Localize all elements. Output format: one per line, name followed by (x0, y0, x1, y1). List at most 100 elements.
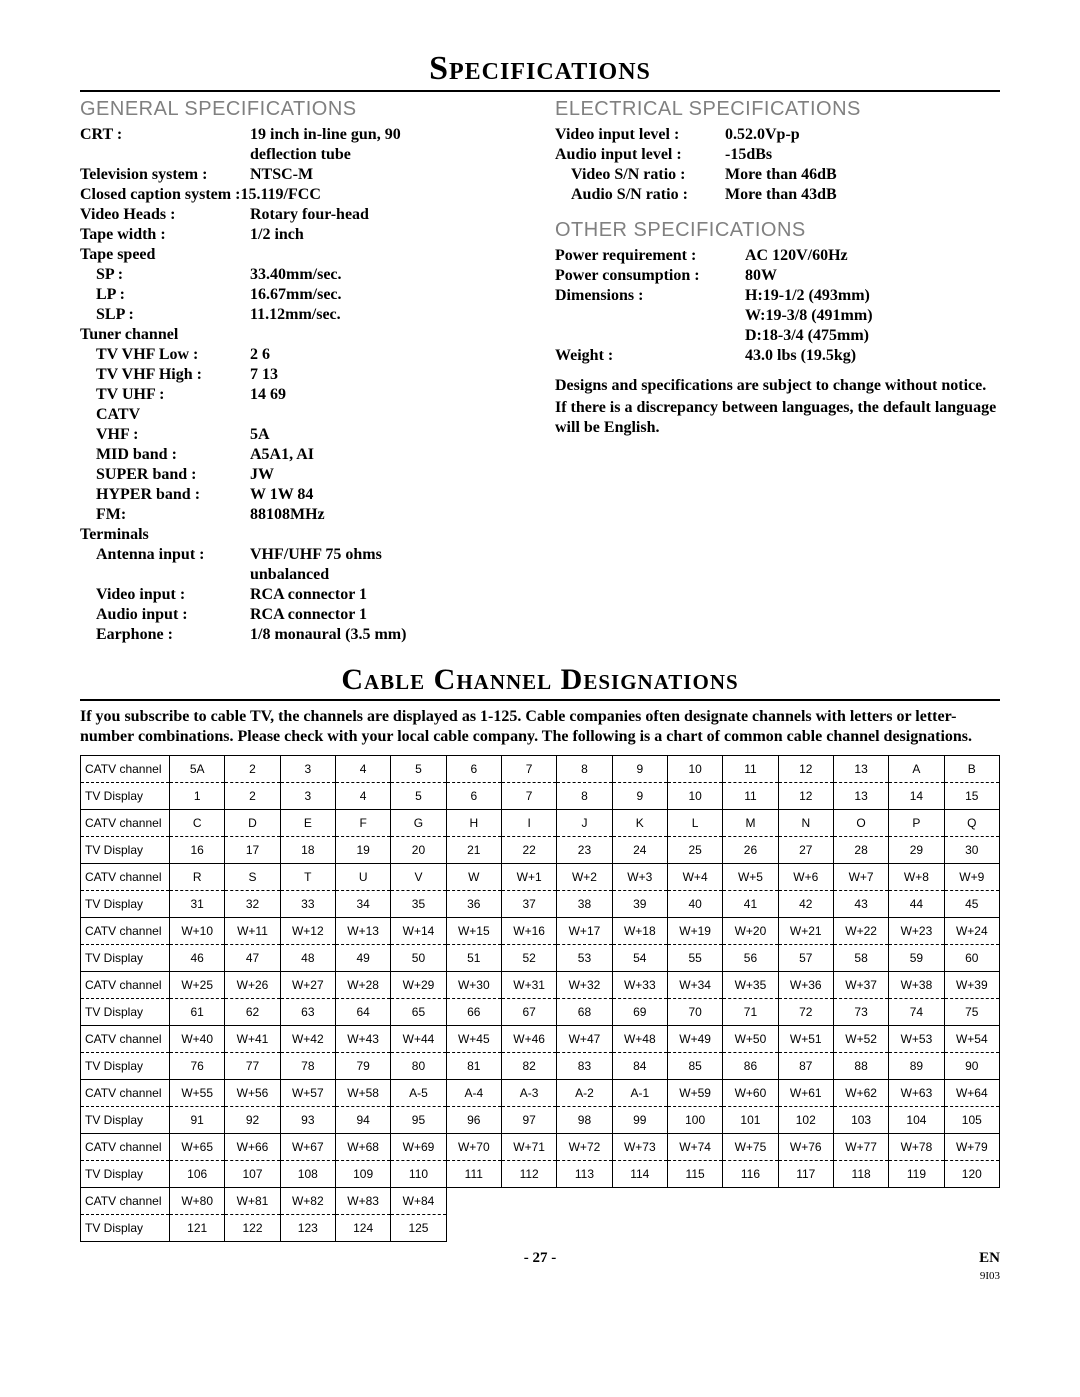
table-cell: W+20 (723, 918, 778, 945)
lang-code: EN (979, 1250, 1000, 1266)
table-cell: 36 (446, 891, 501, 918)
table-cell: 28 (833, 837, 888, 864)
mid-value: A5A1, AI (250, 445, 525, 465)
table-cell: 71 (723, 999, 778, 1026)
table-cell: W+2 (557, 864, 612, 891)
slp-value: 11.12mm/sec. (250, 305, 525, 325)
table-cell: 61 (170, 999, 225, 1026)
ain-value: RCA connector 1 (250, 605, 525, 625)
table-cell: 72 (778, 999, 833, 1026)
table-cell: 3 (280, 756, 335, 783)
table-cell (501, 1215, 556, 1242)
ant-label: Antenna input : (80, 545, 250, 565)
table-cell: 55 (667, 945, 722, 972)
table-cell: 115 (667, 1161, 722, 1188)
table-cell: 92 (225, 1107, 280, 1134)
table-cell: 67 (501, 999, 556, 1026)
table-cell: 22 (501, 837, 556, 864)
table-cell: L (667, 810, 722, 837)
table-cell: 33 (280, 891, 335, 918)
table-cell: 34 (335, 891, 390, 918)
table-cell: 113 (557, 1161, 612, 1188)
vil-label: Video input level : (555, 125, 725, 145)
uhf-value: 14 69 (250, 385, 525, 405)
table-cell: 9 (612, 783, 667, 810)
asn-value: More than 43dB (725, 185, 1000, 205)
table-cell: 53 (557, 945, 612, 972)
table-cell: W+14 (391, 918, 446, 945)
mid-label: MID band : (80, 445, 250, 465)
table-cell: 108 (280, 1161, 335, 1188)
table-cell: W+84 (391, 1188, 446, 1215)
table-cell: W+21 (778, 918, 833, 945)
cc-label: Closed caption system :15.119/FCC (80, 185, 321, 205)
table-cell: W+40 (170, 1026, 225, 1053)
table-cell: W+24 (944, 918, 999, 945)
row-header-catv: CATV channel (81, 1026, 170, 1053)
table-cell: W+54 (944, 1026, 999, 1053)
table-cell: M (723, 810, 778, 837)
table-cell: W+43 (335, 1026, 390, 1053)
table-cell: W+66 (225, 1134, 280, 1161)
dim-value-2: W:19-3/8 (491mm) (745, 306, 1000, 326)
table-cell (446, 1215, 501, 1242)
table-cell: T (280, 864, 335, 891)
row-header-catv: CATV channel (81, 918, 170, 945)
table-cell: 37 (501, 891, 556, 918)
table-cell: 18 (280, 837, 335, 864)
table-cell: W+32 (557, 972, 612, 999)
table-cell: 56 (723, 945, 778, 972)
table-cell: W+27 (280, 972, 335, 999)
other-heading: OTHER SPECIFICATIONS (555, 219, 1000, 242)
table-cell: W+61 (778, 1080, 833, 1107)
tvsys-label: Television system : (80, 165, 250, 185)
table-cell: 86 (723, 1053, 778, 1080)
table-cell: 111 (446, 1161, 501, 1188)
table-cell: 73 (833, 999, 888, 1026)
table-cell: W+77 (833, 1134, 888, 1161)
table-cell: W (446, 864, 501, 891)
table-cell (944, 1215, 999, 1242)
table-cell: 103 (833, 1107, 888, 1134)
table-cell: W+81 (225, 1188, 280, 1215)
table-cell: W+55 (170, 1080, 225, 1107)
table-cell: W+83 (335, 1188, 390, 1215)
crt-value-2: deflection tube (250, 145, 525, 165)
table-cell: 121 (170, 1215, 225, 1242)
table-cell (778, 1215, 833, 1242)
table-cell: 119 (889, 1161, 944, 1188)
footer-spacer (80, 1250, 140, 1284)
row-header-tv: TV Display (81, 891, 170, 918)
table-cell (723, 1215, 778, 1242)
table-cell: 105 (944, 1107, 999, 1134)
table-cell: 99 (612, 1107, 667, 1134)
row-header-tv: TV Display (81, 837, 170, 864)
spec-columns: GENERAL SPECIFICATIONS CRT :19 inch in-l… (80, 98, 1000, 645)
table-cell: 96 (446, 1107, 501, 1134)
table-cell: 91 (170, 1107, 225, 1134)
table-cell: W+30 (446, 972, 501, 999)
cable-table: CATV channel5A2345678910111213ABTV Displ… (80, 755, 1000, 1242)
table-cell: 93 (280, 1107, 335, 1134)
table-cell: 78 (280, 1053, 335, 1080)
table-cell (557, 1215, 612, 1242)
tvsys-value: NTSC-M (250, 165, 525, 185)
table-cell: 11 (723, 783, 778, 810)
table-cell: 85 (667, 1053, 722, 1080)
row-header-tv: TV Display (81, 999, 170, 1026)
lp-value: 16.67mm/sec. (250, 285, 525, 305)
table-cell: W+62 (833, 1080, 888, 1107)
table-cell: P (889, 810, 944, 837)
table-cell (667, 1215, 722, 1242)
table-cell: W+82 (280, 1188, 335, 1215)
table-cell: W+71 (501, 1134, 556, 1161)
ail-value: -15dBs (725, 145, 1000, 165)
table-cell: 2 (225, 783, 280, 810)
vhfh-value: 7 13 (250, 365, 525, 385)
table-cell: 5A (170, 756, 225, 783)
table-cell: W+9 (944, 864, 999, 891)
table-cell: 13 (833, 783, 888, 810)
table-cell: 5 (391, 783, 446, 810)
vhf-value: 5A (250, 425, 525, 445)
wt-value: 43.0 lbs (19.5kg) (745, 346, 1000, 366)
